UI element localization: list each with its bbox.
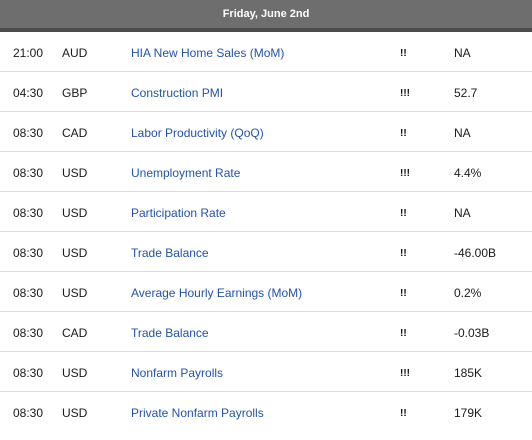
event-link[interactable]: Unemployment Rate [131, 166, 241, 180]
event-currency: GBP [62, 86, 88, 100]
impact-indicator: !!! [400, 168, 410, 179]
event-value: -46.00B [454, 246, 497, 260]
event-currency: CAD [62, 126, 88, 140]
event-currency: CAD [62, 326, 88, 340]
event-value: 179K [454, 406, 483, 420]
event-link[interactable]: Nonfarm Payrolls [131, 366, 224, 380]
event-time: 08:30 [13, 246, 44, 260]
event-currency: AUD [62, 46, 88, 60]
event-row: 08:30 USD Trade Balance !! -46.00B [0, 232, 532, 272]
event-time: 04:30 [13, 86, 44, 100]
event-time: 08:30 [13, 326, 44, 340]
impact-indicator: !! [400, 128, 407, 139]
impact-indicator: !! [400, 248, 407, 259]
event-link[interactable]: Labor Productivity (QoQ) [131, 126, 264, 140]
event-link[interactable]: Trade Balance [131, 246, 209, 260]
event-time: 08:30 [13, 166, 44, 180]
event-time: 08:30 [13, 206, 44, 220]
event-currency: USD [62, 366, 88, 380]
event-link[interactable]: Average Hourly Earnings (MoM) [131, 286, 303, 300]
event-link[interactable]: Trade Balance [131, 326, 209, 340]
event-link[interactable]: Construction PMI [131, 86, 224, 100]
event-row: 08:30 USD Private Nonfarm Payrolls !! 17… [0, 392, 532, 432]
impact-indicator: !!! [400, 368, 410, 379]
event-row: 08:30 CAD Labor Productivity (QoQ) !! NA [0, 112, 532, 152]
event-link[interactable]: Private Nonfarm Payrolls [131, 406, 264, 420]
event-value: NA [454, 46, 471, 60]
event-currency: USD [62, 286, 88, 300]
event-value: NA [454, 206, 471, 220]
event-row: 21:00 AUD HIA New Home Sales (MoM) !! NA [0, 32, 532, 72]
event-time: 08:30 [13, 286, 44, 300]
event-value: NA [454, 126, 471, 140]
event-row: 04:30 GBP Construction PMI !!! 52.7 [0, 72, 532, 112]
event-time: 08:30 [13, 366, 44, 380]
impact-indicator: !! [400, 48, 407, 59]
date-header: Friday, June 2nd [0, 0, 532, 32]
event-value: -0.03B [454, 326, 490, 340]
event-row: 08:30 USD Unemployment Rate !!! 4.4% [0, 152, 532, 192]
event-link[interactable]: HIA New Home Sales (MoM) [131, 46, 285, 60]
impact-indicator: !! [400, 288, 407, 299]
event-value: 4.4% [454, 166, 482, 180]
event-time: 08:30 [13, 406, 44, 420]
event-row: 08:30 USD Average Hourly Earnings (MoM) … [0, 272, 532, 312]
event-row: 08:30 USD Participation Rate !! NA [0, 192, 532, 232]
event-time: 08:30 [13, 126, 44, 140]
event-currency: USD [62, 166, 88, 180]
event-link[interactable]: Participation Rate [131, 206, 226, 220]
event-row: 08:30 CAD Trade Balance !! -0.03B [0, 312, 532, 352]
event-value: 0.2% [454, 286, 482, 300]
event-value: 52.7 [454, 86, 478, 100]
event-currency: USD [62, 246, 88, 260]
impact-indicator: !!! [400, 88, 410, 99]
event-value: 185K [454, 366, 483, 380]
event-currency: USD [62, 406, 88, 420]
event-row: 08:30 USD Nonfarm Payrolls !!! 185K [0, 352, 532, 392]
impact-indicator: !! [400, 328, 407, 339]
impact-indicator: !! [400, 408, 407, 419]
event-time: 21:00 [13, 46, 44, 60]
event-currency: USD [62, 206, 88, 220]
impact-indicator: !! [400, 208, 407, 219]
